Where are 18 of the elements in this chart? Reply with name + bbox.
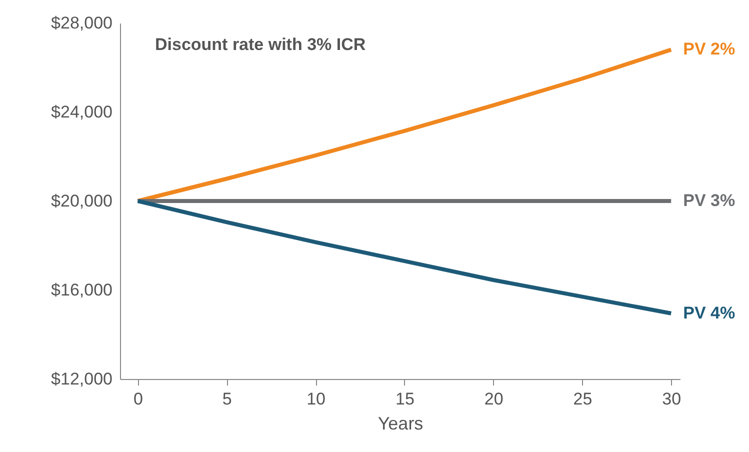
y-tick-label: $28,000 (51, 14, 112, 32)
annotation: Discount rate with 3% ICR (155, 35, 366, 54)
series-label: PV 4% (683, 303, 736, 322)
y-tick-label: $20,000 (51, 192, 112, 210)
series-label: PV 2% (683, 40, 736, 59)
y-tick-label: $16,000 (51, 280, 112, 300)
x-tick-label: 15 (395, 390, 414, 408)
x-tick-label: 30 (662, 390, 682, 408)
x-tick-label: 25 (573, 390, 592, 408)
x-tick-label: 5 (222, 390, 232, 408)
x-tick-label: 0 (134, 390, 144, 408)
x-tick-label: 20 (484, 390, 504, 408)
series-label: PV 3% (683, 191, 736, 210)
x-tick-label: 10 (306, 390, 326, 408)
y-tick-label: $12,000 (51, 370, 112, 388)
y-tick-label: $24,000 (51, 102, 112, 122)
line-series (136, 199, 674, 316)
x-axis-title: Years (378, 414, 424, 434)
